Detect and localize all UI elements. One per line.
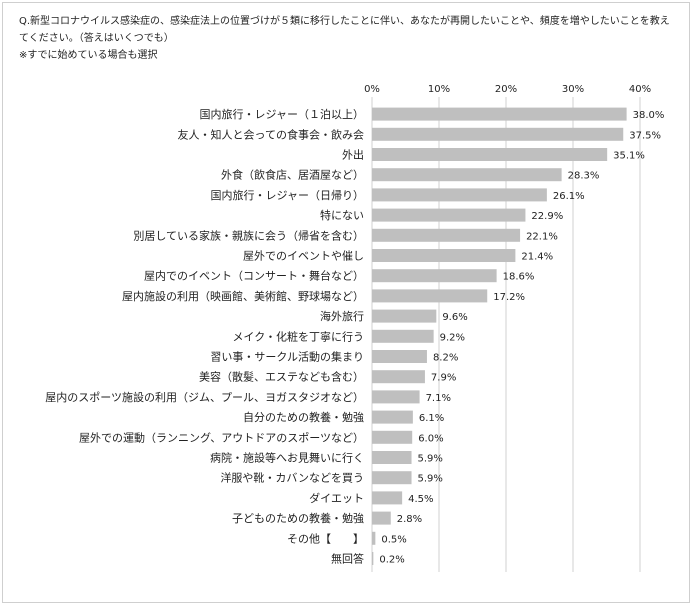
- bar: [372, 127, 624, 141]
- value-label: 38.0%: [633, 110, 665, 121]
- x-tick-label: 10%: [428, 84, 450, 95]
- bar: [372, 410, 413, 424]
- category-label: 習い事・サークル活動の集まり: [210, 350, 364, 364]
- bar: [372, 511, 391, 525]
- bar: [372, 107, 627, 121]
- value-label: 35.1%: [613, 151, 645, 162]
- bar: [372, 228, 521, 242]
- bar: [372, 451, 412, 464]
- value-label: 0.2%: [379, 555, 404, 566]
- category-label: 洋服や靴・カバンなどを買う: [220, 471, 364, 485]
- value-label: 37.5%: [629, 130, 661, 141]
- bar: [372, 249, 516, 262]
- category-label: その他【 】: [287, 532, 364, 545]
- category-label: 屋外での運動（ランニング、アウトドアのスポーツなど）: [79, 430, 364, 444]
- value-label: 5.9%: [418, 454, 443, 465]
- bar: [372, 309, 437, 323]
- bar: [372, 269, 497, 283]
- category-label: ダイエット: [309, 491, 364, 505]
- value-label: 0.5%: [381, 534, 406, 545]
- value-label: 7.9%: [431, 373, 456, 384]
- category-label: 国内旅行・レジャー（１泊以上）: [200, 107, 364, 121]
- bar: [372, 471, 412, 485]
- bar: [372, 531, 376, 545]
- bar: [372, 370, 425, 384]
- value-label: 4.5%: [408, 494, 433, 505]
- category-label: 子どものための教養・勉強: [232, 511, 364, 525]
- value-label: 22.9%: [531, 211, 563, 222]
- category-label: 友人・知人と会っての食事会・飲み会: [178, 127, 364, 141]
- value-label: 6.1%: [419, 413, 444, 424]
- category-label: 特にない: [320, 208, 364, 222]
- value-label: 22.1%: [526, 231, 558, 242]
- bar: [372, 552, 374, 565]
- bar: [372, 390, 420, 404]
- value-label: 28.3%: [568, 171, 600, 182]
- category-label: 美容（散髪、エステなども含む）: [199, 370, 364, 384]
- value-label: 9.2%: [440, 332, 465, 343]
- x-tick-label: 0%: [364, 84, 380, 95]
- bar: [372, 208, 526, 222]
- bar: [372, 168, 562, 182]
- question-note: ※すでに始めている場合も選択: [19, 50, 158, 61]
- bar: [372, 289, 488, 303]
- bar: [372, 329, 434, 343]
- value-label: 2.8%: [397, 514, 422, 525]
- category-label: 屋内施設の利用（映画館、美術館、野球場など）: [122, 289, 364, 303]
- value-labels: 38.0% 37.5% 35.1% 28.3% 26.1% 22.9% 22.1% 21.4%…: [379, 110, 664, 565]
- category-label: 屋外でのイベントや催し: [243, 249, 364, 263]
- value-label: 6.0%: [418, 433, 443, 444]
- bar: [372, 350, 427, 363]
- value-label: 26.1%: [553, 191, 585, 202]
- x-tick-label: 20%: [495, 84, 517, 95]
- category-label: 外食（飲食店、居酒屋など）: [221, 168, 364, 182]
- question-text: Q.新型コロナウイルス感染症の、感染症法上の位置づけが５類に移行したことに伴い、…: [19, 13, 679, 64]
- category-label: 外出: [342, 148, 364, 162]
- category-label: 別居している家族・親族に会う（帰省を含む）: [133, 228, 364, 242]
- category-label: メイク・化粧を丁寧に行う: [232, 329, 364, 343]
- value-label: 8.2%: [433, 353, 458, 364]
- value-label: 7.1%: [426, 393, 451, 404]
- bars: [372, 107, 627, 565]
- bar: [372, 491, 403, 505]
- category-label: 自分のための教養・勉強: [243, 410, 364, 424]
- category-label: 屋内のスポーツ施設の利用（ジム、プール、ヨガスタジオなど）: [45, 390, 364, 404]
- bar: [372, 188, 547, 202]
- category-label: 無回答: [331, 552, 364, 566]
- question-body: Q.新型コロナウイルス感染症の、感染症法上の位置づけが５類に移行したことに伴い、…: [19, 16, 670, 44]
- category-label: 国内旅行・レジャー（日帰り）: [211, 188, 364, 202]
- x-tick-label: 30%: [562, 84, 584, 95]
- category-label: 病院・施設等へお見舞いに行く: [210, 451, 364, 465]
- value-label: 17.2%: [493, 292, 525, 303]
- category-label: 海外旅行: [320, 309, 364, 323]
- bar: [372, 148, 608, 161]
- value-label: 9.6%: [442, 312, 467, 323]
- x-axis-ticks: 0% 10% 20% 30% 40%: [364, 84, 651, 95]
- value-label: 21.4%: [521, 252, 553, 263]
- value-label: 5.9%: [418, 474, 443, 485]
- value-label: 18.6%: [503, 272, 535, 283]
- category-label: 屋内でのイベント（コンサート・舞台など）: [144, 269, 364, 283]
- bar: [372, 430, 413, 444]
- x-tick-label: 40%: [629, 84, 651, 95]
- category-labels: 国内旅行・レジャー（１泊以上） 友人・知人と会っての食事会・飲み会外出外食（飲食店…: [45, 107, 364, 565]
